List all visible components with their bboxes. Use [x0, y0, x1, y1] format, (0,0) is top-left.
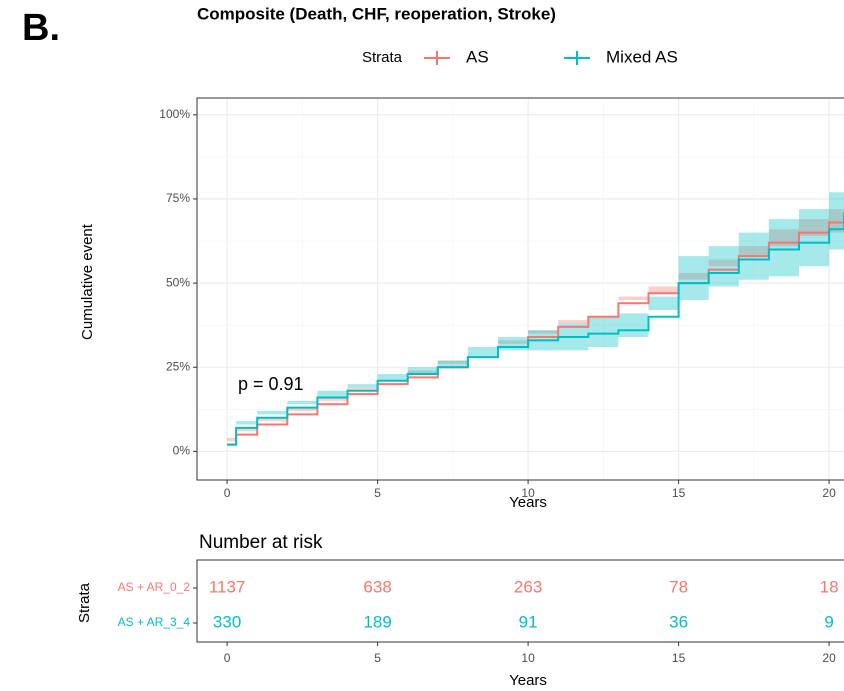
plot-border — [196, 97, 844, 481]
y-tick-label: 0% — [173, 444, 191, 458]
risk-count: 18 — [820, 577, 839, 596]
x-tick-label: 10 — [521, 486, 535, 500]
x-tick-label: 5 — [374, 486, 381, 500]
plot-background — [197, 98, 844, 480]
x-tick-label: 0 — [224, 486, 231, 500]
risk-count: 91 — [519, 612, 538, 631]
risk-x-tick-label: 0 — [224, 651, 231, 665]
x-tick-label: 15 — [672, 486, 686, 500]
risk-title: Number at risk — [199, 532, 323, 553]
x-axis-label: Years — [509, 494, 547, 511]
legend-title: Strata — [362, 49, 403, 66]
x-tick-label: 20 — [822, 486, 836, 500]
risk-count: 263 — [514, 577, 542, 596]
y-tick-label: 75% — [166, 191, 190, 205]
risk-count: 1137 — [209, 577, 246, 596]
risk-x-tick-label: 10 — [521, 651, 535, 665]
chart-title: Composite (Death, CHF, reoperation, Stro… — [197, 4, 556, 23]
risk-x-tick-label: 5 — [374, 651, 381, 665]
risk-count: 330 — [213, 612, 241, 631]
y-tick-label: 50% — [166, 275, 190, 289]
risk-count: 78 — [669, 577, 688, 596]
survival-curve — [227, 215, 844, 446]
risk-row-label: AS + AR_3_4 — [118, 615, 191, 629]
risk-count: 638 — [363, 577, 391, 596]
risk-x-tick-label: 15 — [672, 651, 686, 665]
risk-x-tick-label: 20 — [822, 651, 836, 665]
risk-count: 9 — [824, 612, 833, 631]
confidence-band — [227, 192, 844, 452]
risk-count: 36 — [669, 612, 688, 631]
risk-row-label: AS + AR_0_2 — [118, 580, 191, 594]
y-tick-label: 25% — [166, 359, 190, 373]
annotation: p = 0.91 — [238, 374, 304, 394]
y-axis-label: Cumulative event — [79, 223, 96, 340]
risk-y-label: Strata — [76, 582, 93, 623]
risk-x-label: Years — [509, 672, 547, 689]
legend-label: AS — [466, 47, 489, 66]
legend-label: Mixed AS — [606, 47, 678, 66]
panel-label: B. — [22, 7, 60, 49]
confidence-band — [227, 209, 844, 449]
risk-count: 189 — [363, 612, 391, 631]
y-tick-label: 100% — [159, 107, 190, 121]
survival-curve — [227, 212, 844, 446]
